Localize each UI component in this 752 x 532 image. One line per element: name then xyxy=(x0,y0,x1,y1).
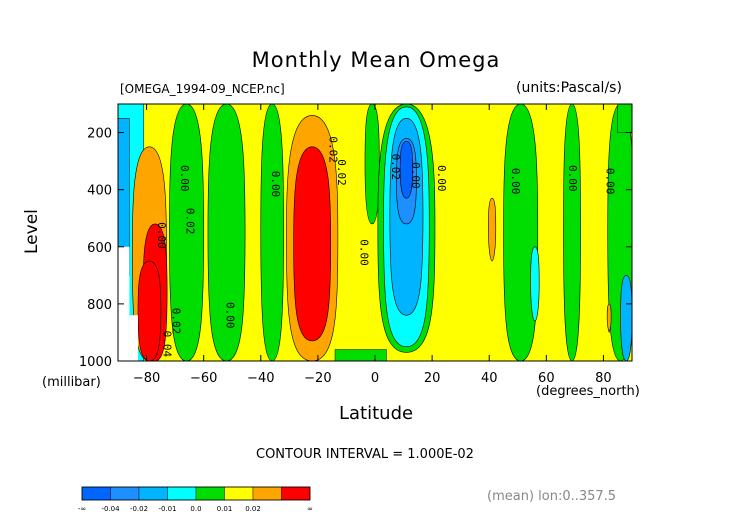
colorbar-bin-1 xyxy=(110,486,140,501)
colorbar: -∞ -0.04 -0.02 -0.01 0.0 0.01 0.02 ∞ xyxy=(78,486,313,513)
colorbar-bin-0 xyxy=(81,486,111,501)
contour-label-13: 0.00 xyxy=(603,168,616,195)
x-tick-label-60: 60 xyxy=(538,371,555,386)
colorbar-tick-6: 0.02 xyxy=(245,505,261,513)
contour-label-5: 0.02 xyxy=(326,136,339,163)
colorbar-bin-4 xyxy=(195,486,225,501)
x-axis-unit: (degrees_north) xyxy=(536,384,640,399)
region-green-np xyxy=(617,104,632,133)
colorbar-tick-3: -0.01 xyxy=(158,505,176,513)
contour-label-2: 0.02 xyxy=(184,208,197,235)
region-orange-82 xyxy=(606,303,612,333)
colorbar-bin-6 xyxy=(252,486,282,501)
region-blue-88 xyxy=(620,275,632,361)
contour-label-14: 0.02 xyxy=(169,308,182,335)
colorbar-tick-4: 0.0 xyxy=(190,505,201,513)
file-label: [OMEGA_1994-09_NCEP.nc] xyxy=(120,82,285,96)
x-tick-label-0: 0 xyxy=(371,371,379,386)
x-tick-label-80: 80 xyxy=(595,371,612,386)
y-tick-label-600: 600 xyxy=(87,241,112,256)
colorbar-tick-1: -0.04 xyxy=(101,505,120,513)
region-orange-41 xyxy=(488,197,497,262)
contour-label-15: 0.04 xyxy=(161,331,174,358)
colorbar-tick-2: -0.02 xyxy=(130,505,148,513)
contour-label-4: 0.00 xyxy=(269,171,282,198)
colorbar-bin-3 xyxy=(167,486,197,501)
terrain-mask-2 xyxy=(129,315,138,361)
contour-label-9: 0.00 xyxy=(409,162,422,189)
y-tick-label-400: 400 xyxy=(87,184,112,199)
x-tick-label--40: −40 xyxy=(247,371,274,386)
chart-title: Monthly Mean Omega xyxy=(251,48,501,72)
contour-label-10: 0.00 xyxy=(435,165,448,192)
y-axis-label: Level xyxy=(22,209,42,254)
contour-label-8: 0.02 xyxy=(389,154,402,181)
y-tick-label-200: 200 xyxy=(87,127,112,142)
region-green-eq-low xyxy=(334,349,387,361)
contour-interval: CONTOUR INTERVAL = 1.000E-02 xyxy=(256,447,474,462)
colorbar-bin-2 xyxy=(138,486,168,501)
region-cyan-56 xyxy=(530,246,540,322)
contour-label-0: 0.00 xyxy=(155,222,168,249)
contour-label-1: 0.00 xyxy=(178,165,191,192)
footer-mean-label: (mean) lon:0..357.5 xyxy=(487,489,617,504)
y-tick-label-1000: 1000 xyxy=(79,355,112,370)
region-green-m1 xyxy=(364,104,380,225)
region-green-m66 xyxy=(169,104,204,361)
units-label: (units:Pascal/s) xyxy=(516,80,622,96)
region-red-m79 xyxy=(137,260,162,361)
contour-label-6: 0.02 xyxy=(335,159,348,186)
contour-label-3: 0.00 xyxy=(224,302,237,329)
region-green-m36 xyxy=(260,104,284,361)
colorbar-tick-0: -∞ xyxy=(78,505,86,513)
x-tick-label-20: 20 xyxy=(424,371,441,386)
colorbar-bin-5 xyxy=(224,486,254,501)
x-tick-label--60: −60 xyxy=(190,371,217,386)
region-green-m52 xyxy=(207,104,246,361)
contour-label-11: 0.00 xyxy=(509,168,522,195)
y-axis-unit: (millibar) xyxy=(42,375,101,390)
region-green-69 xyxy=(563,104,581,361)
colorbar-tick-7: ∞ xyxy=(307,505,313,513)
contour-labels: 0.000.000.020.000.000.020.020.000.02 0.00… xyxy=(155,136,616,357)
x-tick-label--20: −20 xyxy=(304,371,331,386)
x-tick-label-40: 40 xyxy=(481,371,498,386)
contour-label-12: 0.00 xyxy=(566,165,579,192)
x-tick-label--80: −80 xyxy=(133,371,160,386)
y-tick-label-800: 800 xyxy=(87,298,112,313)
region-red-m22 xyxy=(293,146,332,342)
region-navy-11 xyxy=(399,140,413,199)
contour-field xyxy=(118,104,632,361)
colorbar-bin-7 xyxy=(281,486,311,501)
region-green-51 xyxy=(503,104,539,361)
axes: −80 −60 −40 −20 0 20 40 60 80 200 400 600 800 1000 xyxy=(79,104,632,386)
colorbar-tick-5: 0.01 xyxy=(217,505,233,513)
x-axis-label: Latitude xyxy=(339,403,414,424)
contour-label-7: 0.00 xyxy=(358,239,371,266)
colorbar-frame xyxy=(81,486,311,501)
